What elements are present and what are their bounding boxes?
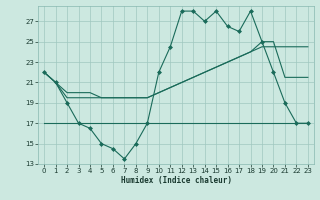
X-axis label: Humidex (Indice chaleur): Humidex (Indice chaleur) — [121, 176, 231, 185]
